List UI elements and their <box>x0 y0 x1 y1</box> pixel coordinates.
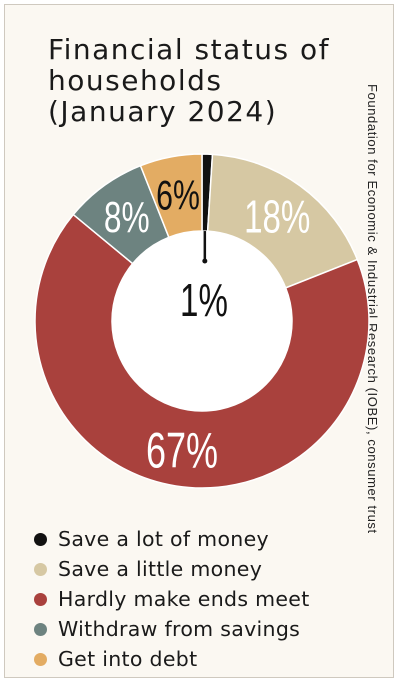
legend-label-hardly-make-ends-meet: Hardly make ends meet <box>58 587 310 611</box>
donut-labels: 1% 18% 67% 8% 6% <box>104 172 311 479</box>
chart-title-line-3: (January 2024) <box>48 95 278 128</box>
legend-item-get-into-debt: Get into debt <box>34 644 374 674</box>
legend-item-save-a-little: Save a little money <box>34 554 374 584</box>
chart-title-line-1: Financial status of <box>48 33 330 66</box>
chart-title: Financial status of households (January … <box>48 34 348 127</box>
legend-swatch-save-a-little <box>34 562 47 576</box>
legend-label-save-a-lot: Save a lot of money <box>58 527 269 551</box>
legend: Save a lot of money Save a little money … <box>34 524 374 674</box>
data-label-hardly-make-ends-meet: 67% <box>146 424 218 479</box>
legend-item-withdraw-from-savings: Withdraw from savings <box>34 614 374 644</box>
leader-dot-save-a-lot <box>202 258 208 264</box>
legend-label-withdraw-from-savings: Withdraw from savings <box>58 617 301 641</box>
legend-label-get-into-debt: Get into debt <box>58 647 198 671</box>
source-note: Foundation for Economic & Industrial Res… <box>365 84 380 534</box>
data-label-get-into-debt: 6% <box>156 172 200 219</box>
data-label-save-a-lot: 1% <box>180 276 228 326</box>
legend-swatch-withdraw-from-savings <box>34 622 47 636</box>
legend-item-save-a-lot: Save a lot of money <box>34 524 374 554</box>
legend-item-hardly-make-ends-meet: Hardly make ends meet <box>34 584 374 614</box>
data-label-withdraw-from-savings: 8% <box>104 193 150 242</box>
legend-swatch-get-into-debt <box>34 652 47 666</box>
legend-swatch-save-a-lot <box>34 532 47 546</box>
chart-title-line-2: households <box>48 64 223 97</box>
slice-hardly-make-ends-meet <box>34 213 370 489</box>
legend-swatch-hardly-make-ends-meet <box>34 592 47 606</box>
donut-hole <box>112 231 292 411</box>
data-label-save-a-little: 18% <box>244 192 310 242</box>
donut-slices <box>34 153 370 489</box>
legend-label-save-a-little: Save a little money <box>58 557 263 581</box>
